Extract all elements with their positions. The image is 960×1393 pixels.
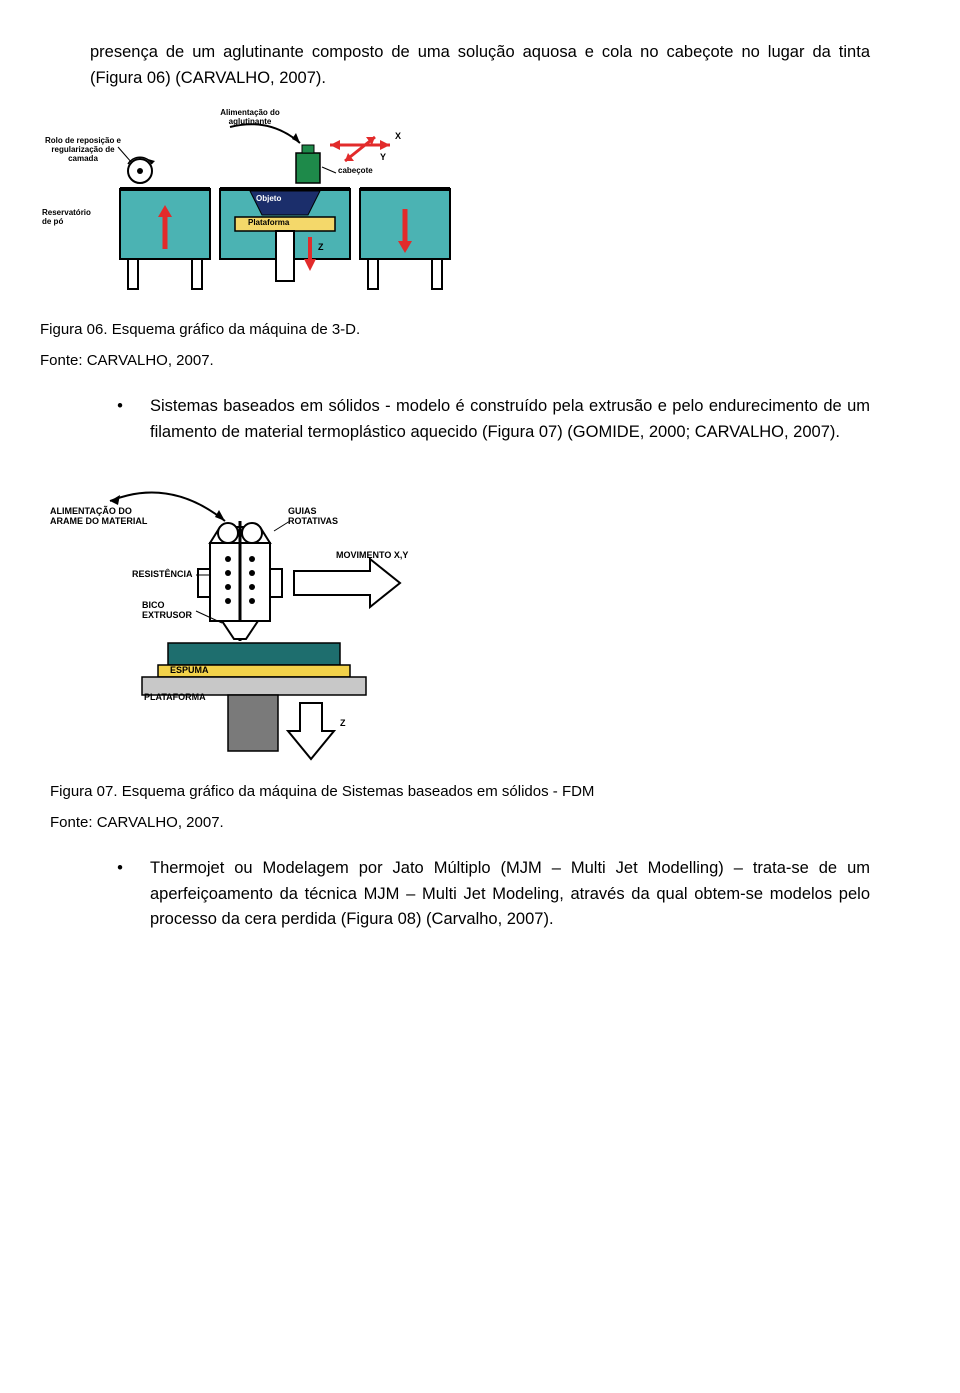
fig06-label-y: Y	[380, 153, 386, 163]
fig06-label-rolo: Rolo de reposição eregularização de cama…	[42, 137, 124, 163]
fig07-label-z: Z	[340, 719, 346, 729]
fig07-label-guias: GUIASROTATIVAS	[288, 507, 338, 527]
bullet-1-text: Sistemas baseados em sólidos - modelo é …	[150, 394, 870, 445]
fig07-label-alimentacao: ALIMENTAÇÃO DOARAME DO MATERIAL	[50, 507, 150, 527]
fig06-label-objeto: Objeto	[256, 195, 281, 204]
fig06-label-cabecote: cabeçote	[338, 167, 373, 176]
fig07-label-movimento: MOVIMENTO X,Y	[336, 551, 408, 561]
fig07-label-plataforma: PLATAFORMA	[144, 693, 206, 703]
fig07-label-resistencia: RESISTÊNCIA	[132, 570, 193, 580]
fig07-label-bico: BICOEXTRUSOR	[142, 601, 192, 621]
figure-06-diagram: Rolo de reposição eregularização de cama…	[40, 109, 480, 309]
bullet-dot-icon: •	[90, 394, 150, 445]
bullet-dot-icon: •	[90, 856, 150, 933]
fig07-label-espuma: ESPUMA	[170, 666, 209, 676]
figure-07-caption-1: Figura 07. Esquema gráfico da máquina de…	[50, 781, 870, 804]
intro-paragraph: presença de um aglutinante composto de u…	[90, 40, 870, 91]
fig06-label-x: X	[395, 132, 401, 142]
fig06-label-alimentacao: Alimentação doaglutinante	[210, 109, 290, 127]
bullet-2-text: Thermojet ou Modelagem por Jato Múltiplo…	[150, 856, 870, 933]
fig06-label-reservatorio: Reservatóriode pó	[42, 209, 102, 227]
fig06-label-z: Z	[318, 243, 324, 253]
figure-06-caption-2: Fonte: CARVALHO, 2007.	[40, 350, 870, 373]
bullet-1: • Sistemas baseados em sólidos - modelo …	[90, 394, 870, 445]
figure-07-diagram: ALIMENTAÇÃO DOARAME DO MATERIAL GUIASROT…	[50, 471, 470, 771]
figure-07-caption-2: Fonte: CARVALHO, 2007.	[50, 812, 870, 835]
fig06-label-plataforma: Plataforma	[248, 219, 289, 228]
bullet-2: • Thermojet ou Modelagem por Jato Múltip…	[90, 856, 870, 933]
figure-06-caption-1: Figura 06. Esquema gráfico da máquina de…	[40, 319, 870, 342]
